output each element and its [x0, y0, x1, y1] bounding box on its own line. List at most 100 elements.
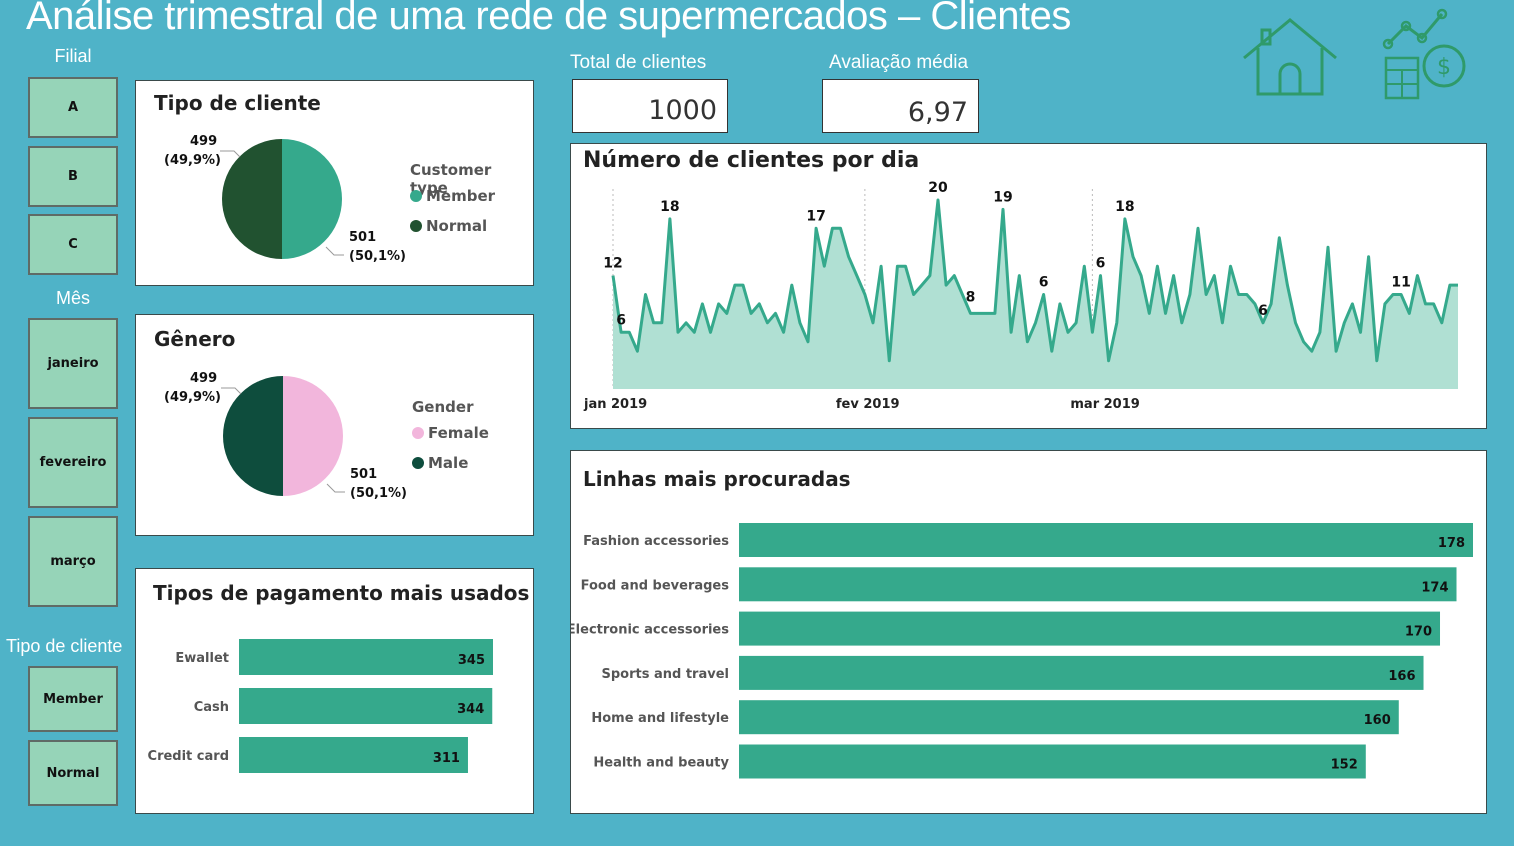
x-tick-label: mar 2019 [1070, 397, 1139, 412]
pie-slice-female [283, 376, 343, 496]
customer-type-pie [220, 139, 344, 259]
pie-label-female-pct: (50,1%) [350, 486, 407, 501]
bar-value-label: 344 [457, 702, 484, 717]
x-tick-label: fev 2019 [836, 397, 900, 412]
bar [239, 737, 468, 773]
bar-category-label: Fashion accessories [583, 534, 729, 549]
bar [739, 655, 1424, 690]
bar-value-label: 345 [458, 653, 485, 668]
legend-item-normal[interactable]: Normal [410, 217, 487, 235]
pie-label-normal-value: 499 [190, 134, 218, 149]
legend-dot [412, 427, 424, 439]
bar-value-label: 152 [1331, 758, 1358, 773]
data-label: 6 [1039, 275, 1049, 291]
data-label: 18 [660, 199, 679, 215]
bar-category-label: Electronic accessories [571, 623, 729, 638]
bar-category-label: Cash [194, 700, 229, 715]
pie-label-male-value: 499 [190, 371, 218, 386]
kpi-rating-value: 6,97 [822, 79, 979, 133]
bar-category-label: Health and beauty [593, 756, 729, 771]
slicer-tipo-label: Tipo de cliente [6, 636, 123, 656]
slicer-mes-janeiro[interactable]: janeiro [28, 318, 118, 409]
legend-label: Normal [426, 217, 488, 235]
slicer-mes-label: Mês [55, 288, 90, 308]
legend-label: Member [426, 187, 496, 205]
product-lines-bar-chart: Fashion accessories 178 Food and beverages… [571, 523, 1473, 779]
gender-pie [221, 376, 345, 496]
gender-panel: Gênero 499 (49,9%) 501 (50,1%) Gender Fe… [135, 314, 534, 536]
bar [739, 700, 1399, 735]
bar-category-label: Credit card [148, 749, 229, 764]
bar-category-label: Home and lifestyle [591, 711, 729, 726]
payment-bar-chart: Ewallet 345 Cash 344 Credit card 311 [148, 639, 493, 773]
legend-label: Female [428, 424, 489, 442]
slicer-tipo-member[interactable]: Member [28, 666, 118, 732]
data-label: 12 [603, 256, 622, 272]
gender-title: Gênero [154, 327, 236, 351]
slicer-filial-a[interactable]: A [28, 77, 118, 138]
daily-title: Número de clientes por dia [583, 148, 920, 173]
data-label: 11 [1391, 275, 1410, 291]
kpi-rating-label: Avaliação média [829, 52, 969, 73]
legend-label: Male [428, 454, 469, 472]
bar [739, 744, 1366, 779]
house-icon[interactable] [1240, 16, 1340, 98]
product-lines-title: Linhas mais procuradas [583, 467, 851, 491]
data-label: 18 [1115, 199, 1134, 215]
dashboard-title: Análise trimestral de uma rede de superm… [26, 0, 1071, 38]
product-lines-panel: Linhas mais procuradas Fashion accessori… [570, 450, 1487, 814]
pie-slice-normal [222, 139, 282, 259]
bar-value-label: 166 [1388, 669, 1415, 684]
data-label: 19 [993, 189, 1012, 205]
bar [739, 523, 1473, 557]
daily-panel: Número de clientes por dia jan 2019 fev 2… [570, 143, 1487, 429]
bar [239, 688, 493, 724]
x-tick-label: jan 2019 [583, 397, 647, 412]
legend-dot [410, 220, 422, 232]
bar [739, 611, 1441, 646]
data-label: 6 [1258, 303, 1268, 319]
pie-slice-member [282, 139, 342, 259]
bar-category-label: Ewallet [175, 651, 229, 666]
legend-item-male[interactable]: Male [412, 454, 468, 472]
data-label: 17 [806, 208, 825, 224]
pie-label-normal-pct: (49,9%) [164, 153, 221, 168]
payment-panel: Tipos de pagamento mais usados Ewallet 34… [135, 568, 534, 814]
pie-slice-male [223, 376, 283, 496]
slicer-filial-c[interactable]: C [28, 214, 118, 275]
bar-value-label: 178 [1438, 536, 1465, 551]
bar [739, 567, 1457, 602]
customer-type-title: Tipo de cliente [154, 91, 321, 115]
legend-item-member[interactable]: Member [410, 187, 495, 205]
bar [239, 639, 493, 675]
pie-label-member-value: 501 [349, 230, 377, 245]
data-label: 20 [928, 180, 948, 196]
legend-dot [412, 457, 424, 469]
data-label: 6 [1096, 256, 1106, 272]
legend-title: Customer type [410, 161, 492, 197]
slicer-filial-b[interactable]: B [28, 146, 118, 207]
slicer-filial-label: Filial [54, 46, 92, 66]
daily-area-chart: jan 2019 fev 2019 mar 2019 12 6 18 17 20 8 19 6 6 18… [583, 180, 1458, 412]
slicer-mes-marco[interactable]: março [28, 516, 118, 607]
legend-dot [410, 190, 422, 202]
data-label: 8 [966, 289, 976, 305]
bar-value-label: 311 [433, 751, 460, 766]
slicer-mes-fevereiro[interactable]: fevereiro [28, 417, 118, 508]
bar-value-label: 170 [1405, 625, 1432, 640]
series-line [611, 198, 1458, 363]
pie-label-male-pct: (49,9%) [164, 390, 221, 405]
slicer-tipo-normal[interactable]: Normal [28, 740, 118, 806]
legend-item-female[interactable]: Female [412, 424, 489, 442]
area-fill [613, 200, 1458, 389]
bar-category-label: Food and beverages [581, 578, 730, 593]
customer-type-panel: Tipo de cliente 499 (49,9%) 501 (50,1%) … [135, 80, 534, 286]
bar-value-label: 160 [1364, 713, 1391, 728]
data-label: 6 [616, 312, 626, 328]
pie-label-member-pct: (50,1%) [349, 249, 406, 264]
payment-title: Tipos de pagamento mais usados [153, 581, 530, 605]
kpi-total-label: Total de clientes [570, 52, 707, 73]
finance-chart-icon[interactable]: $ [1382, 8, 1472, 102]
svg-text:$: $ [1437, 55, 1451, 80]
pie-label-female-value: 501 [350, 467, 378, 482]
